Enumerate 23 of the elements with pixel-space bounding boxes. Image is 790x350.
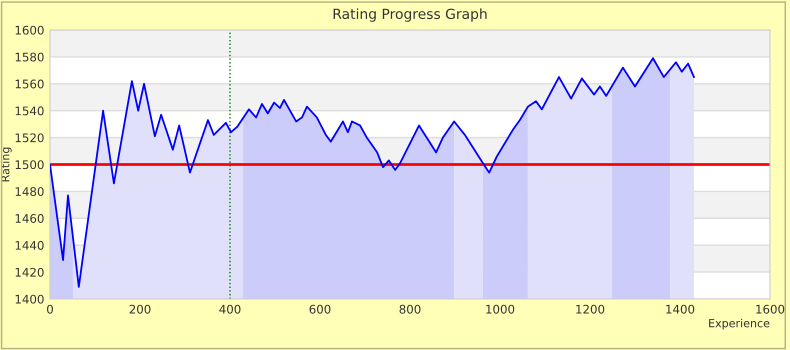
y-tick-label: 1400 bbox=[16, 294, 44, 304]
x-tick-label: 800 bbox=[400, 304, 420, 314]
y-tick-label: 1460 bbox=[16, 214, 44, 223]
y-tick-label: 1560 bbox=[16, 80, 44, 88]
x-axis-title: Experience bbox=[709, 318, 770, 330]
y-tick-label: 1480 bbox=[16, 187, 44, 196]
y-tick-label: 1500 bbox=[16, 160, 44, 170]
x-tick-label: 600 bbox=[310, 304, 330, 314]
x-tick-label: 0 bbox=[47, 304, 53, 314]
y-tick-label: 1420 bbox=[16, 268, 44, 277]
y-tick-label: 1580 bbox=[16, 52, 44, 62]
x-tick-label: 1000 bbox=[486, 304, 514, 314]
x-tick-label: 1600 bbox=[756, 304, 784, 314]
x-tick-label: 1200 bbox=[576, 304, 604, 314]
y-tick-label: 1520 bbox=[16, 133, 44, 142]
y-tick-label: 1440 bbox=[16, 240, 44, 250]
y-tick-label: 1600 bbox=[16, 26, 44, 35]
y-tick-label: 1540 bbox=[16, 106, 44, 116]
chart-title: Rating Progress Graph bbox=[334, 8, 487, 22]
line-series bbox=[50, 57, 695, 288]
x-tick-label: 200 bbox=[130, 304, 150, 314]
x-tick-label: 1400 bbox=[666, 304, 694, 314]
x-tick-label: 400 bbox=[219, 304, 240, 314]
